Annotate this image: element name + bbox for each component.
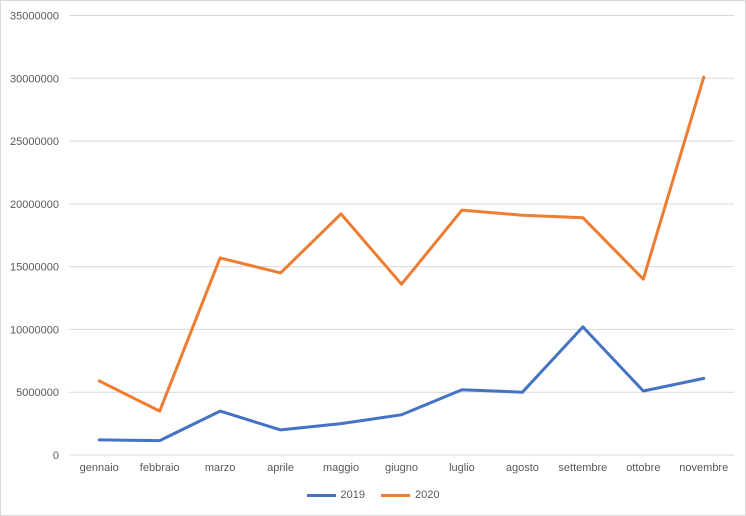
x-axis-tick-label: ottobre [626, 462, 660, 474]
chart-legend: 2019 2020 [1, 488, 745, 502]
x-axis-tick-label: novembre [679, 462, 728, 474]
y-axis-tick-label: 20000000 [10, 199, 59, 211]
x-axis-tick-label: giugno [385, 462, 418, 474]
x-axis-tick-label: aprile [267, 462, 294, 474]
y-axis-tick-label: 10000000 [10, 324, 59, 336]
x-axis-tick-label: marzo [205, 462, 236, 474]
x-axis-tick-label: febbraio [140, 462, 180, 474]
legend-item-2019[interactable]: 2019 [306, 488, 365, 502]
x-axis-tick-label: agosto [506, 462, 539, 474]
x-axis-tick-label: luglio [449, 462, 475, 474]
legend-label-2019: 2019 [340, 489, 365, 501]
legend-swatch-2019-line [306, 493, 336, 497]
x-axis-tick-label: maggio [323, 462, 359, 474]
legend-swatch-2020-line [381, 493, 410, 497]
series-line-2020[interactable] [97, 75, 706, 413]
series-line-2019[interactable] [97, 325, 706, 443]
x-axis-tick-label: settembre [558, 462, 607, 474]
y-axis-tick-label: 30000000 [10, 73, 59, 85]
y-axis-tick-label: 25000000 [10, 136, 59, 148]
y-axis-tick-label: 35000000 [10, 11, 59, 23]
y-axis-tick-label: 0 [53, 450, 59, 462]
legend-label-2020: 2020 [415, 489, 440, 501]
x-axis-tick-label: gennaio [80, 462, 119, 474]
y-axis-tick-label: 15000000 [10, 262, 59, 274]
legend-item-2020[interactable]: 2020 [381, 488, 439, 502]
y-axis-tick-label: 5000000 [16, 387, 59, 399]
